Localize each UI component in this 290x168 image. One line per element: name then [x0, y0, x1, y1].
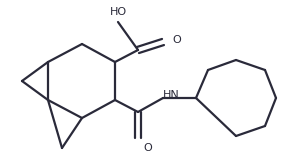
Text: HO: HO	[109, 7, 126, 17]
Text: HN: HN	[163, 90, 180, 100]
Text: O: O	[144, 143, 152, 153]
Text: O: O	[172, 35, 181, 45]
